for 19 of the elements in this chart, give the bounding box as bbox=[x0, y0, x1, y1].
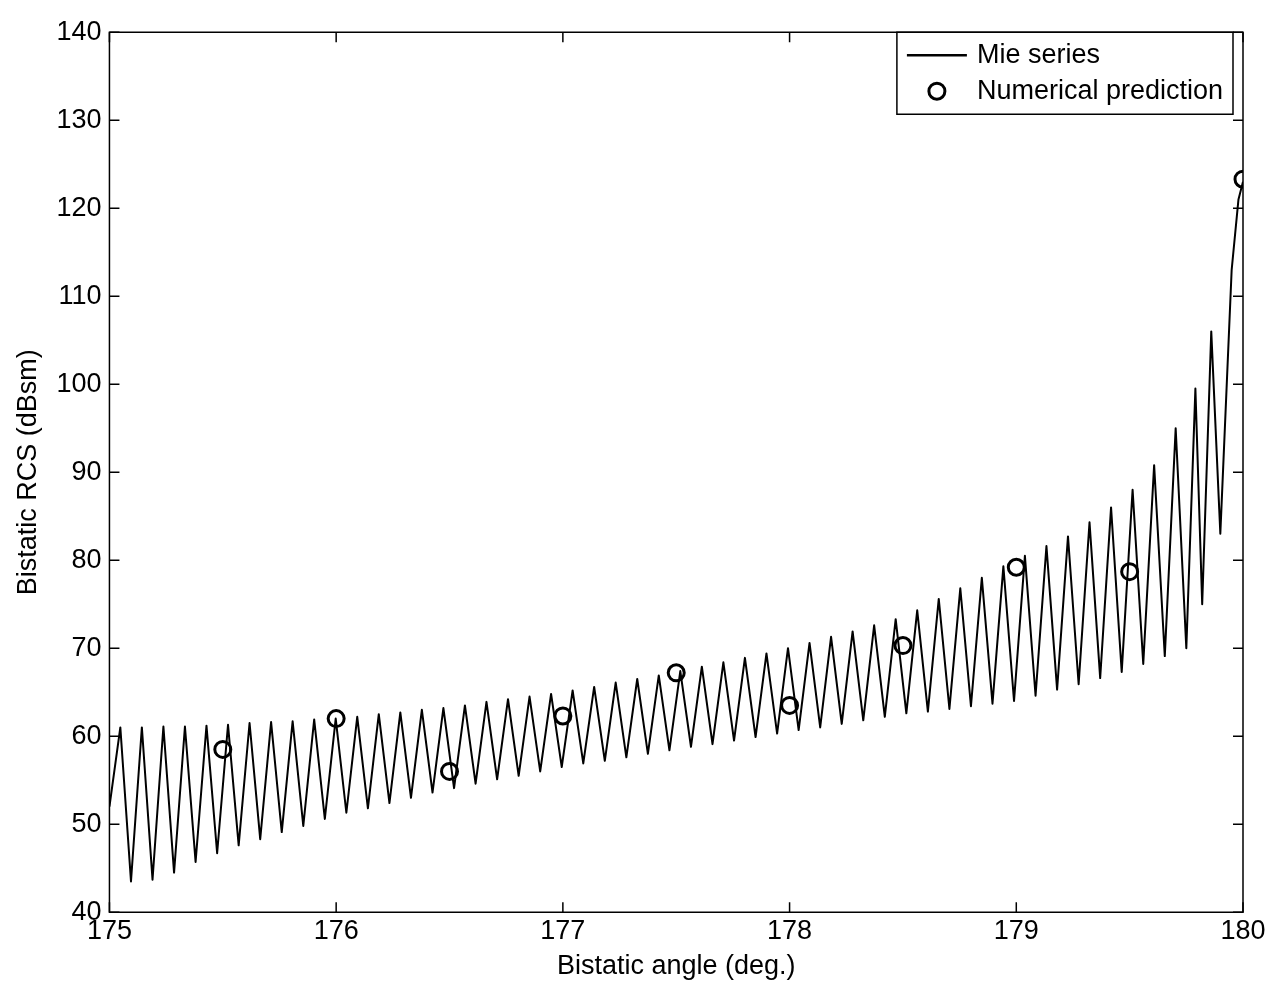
y-tick-label: 50 bbox=[71, 807, 102, 838]
y-tick-label: 120 bbox=[56, 191, 102, 222]
y-tick-label: 80 bbox=[71, 543, 102, 574]
y-tick-label: 140 bbox=[56, 15, 102, 46]
x-tick-label: 177 bbox=[540, 914, 586, 945]
legend-label: Mie series bbox=[976, 38, 1100, 69]
x-axis-title: Bistatic angle (deg.) bbox=[556, 950, 796, 981]
x-tick-label: 178 bbox=[767, 914, 813, 945]
y-axis-title: Bistatic RCS (dBsm) bbox=[11, 349, 42, 596]
y-tick-label: 70 bbox=[71, 631, 102, 662]
x-tick-label: 176 bbox=[313, 914, 359, 945]
y-tick-label: 130 bbox=[56, 103, 102, 134]
y-tick-label: 90 bbox=[71, 455, 102, 486]
legend-label: Numerical prediction bbox=[976, 74, 1224, 105]
y-tick-label: 100 bbox=[56, 367, 102, 398]
x-tick-label: 180 bbox=[1220, 914, 1266, 945]
x-tick-label: 179 bbox=[993, 914, 1039, 945]
y-tick-label: 110 bbox=[58, 279, 102, 310]
y-tick-label: 60 bbox=[71, 719, 102, 750]
